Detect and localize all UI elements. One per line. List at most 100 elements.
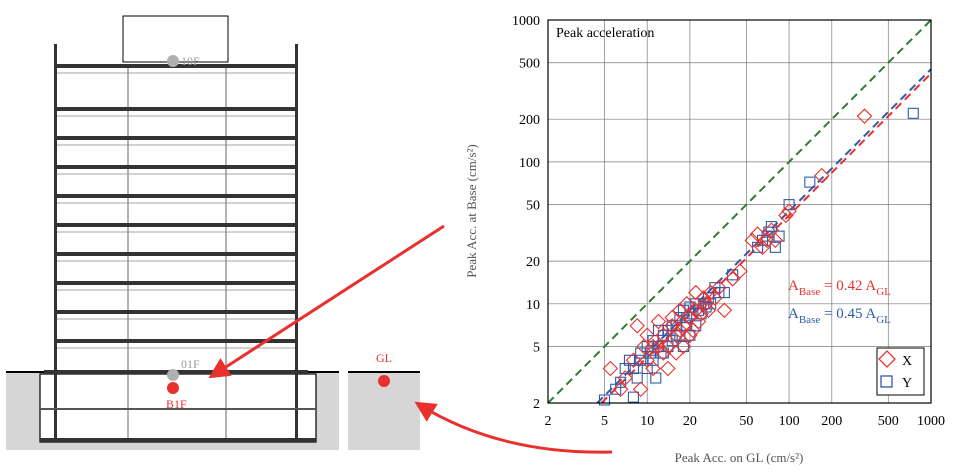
x-tick-label: 2 (545, 414, 552, 429)
data-point-x (778, 207, 794, 224)
arrow-to-b1f (208, 224, 445, 379)
building-section-drawing: 10F 01F B1F GL (6, 15, 613, 454)
data-point-y (804, 176, 816, 188)
data-point-y (615, 376, 627, 388)
data-point-x (711, 279, 727, 296)
data-point-x (682, 327, 698, 344)
x-tick-label: 200 (821, 414, 842, 429)
data-point-x (754, 239, 771, 256)
label-01f: 01F (181, 357, 200, 371)
plot-area (548, 20, 931, 403)
y-tick-label: 1000 (512, 14, 540, 29)
label-10f: 10F (181, 54, 200, 68)
data-point-x (664, 309, 680, 326)
y-tick-label: 200 (519, 113, 540, 128)
data-point-y (677, 340, 689, 353)
label-b1f: B1F (166, 397, 187, 411)
floor-slab (54, 281, 298, 285)
data-point-x (814, 167, 830, 184)
data-point-x (781, 203, 797, 219)
floor-slab (54, 252, 298, 256)
floor-slab (54, 194, 298, 198)
legend-marker-x (878, 350, 896, 368)
sensor-10f (167, 55, 179, 67)
column-left (54, 44, 57, 442)
floor-slab (54, 339, 298, 343)
data-point-x (749, 226, 766, 242)
data-point-x (693, 306, 709, 322)
data-point-x (700, 302, 717, 319)
plot-frame (547, 19, 932, 404)
x-axis-label: Peak Acc. on GL (cm/s²) (675, 450, 804, 465)
data-point-x (629, 318, 645, 334)
data-point-x (732, 263, 748, 279)
data-point-y (635, 354, 647, 366)
x-tick-label: 5 (601, 414, 608, 429)
y-tick-label: 100 (519, 156, 540, 171)
data-point-x (767, 232, 784, 249)
y-tick-labels: 2 5 10 20 50 100 200 500 1000 (512, 14, 540, 412)
data-point-x (675, 338, 692, 355)
data-point-y (718, 287, 730, 299)
y-tick-label: 20 (526, 255, 540, 270)
data-point-y (727, 269, 739, 281)
sensor-b1f (167, 382, 179, 394)
x-tick-labels: 2 5 10 20 50 100 200 500 1000 (545, 414, 946, 429)
y-tick-label: 50 (526, 199, 540, 214)
floor-slab (54, 223, 298, 227)
data-point-x (672, 322, 688, 339)
data-point-x (724, 271, 741, 287)
data-point-x (744, 232, 761, 249)
y-tick-label: 500 (519, 57, 540, 72)
data-point-x (759, 232, 775, 249)
sensor-gl (378, 375, 390, 387)
column-right (295, 44, 298, 442)
data-point-x (655, 327, 672, 344)
floor-slab (54, 165, 298, 169)
data-point-x (639, 327, 655, 344)
data-point-y (773, 230, 785, 242)
data-point-x (668, 327, 684, 344)
data-point-y (598, 394, 611, 406)
legend: X Y (876, 347, 925, 396)
y-tick-label: 2 (533, 397, 540, 412)
y-tick-label: 5 (533, 341, 540, 356)
floor-slab (54, 136, 298, 140)
series-x-points (602, 108, 873, 398)
label-gl: GL (376, 351, 392, 365)
y-tick-label: 10 (526, 298, 540, 313)
x-tick-label: 10 (640, 414, 654, 429)
data-point-x (716, 302, 733, 319)
data-point-y (783, 199, 795, 211)
legend-marker-y (880, 375, 893, 388)
data-point-x (856, 108, 873, 124)
data-point-x (702, 284, 719, 301)
data-point-x (660, 338, 676, 355)
data-point-y (765, 221, 777, 233)
legend-label-y: Y (902, 376, 912, 391)
equation-y: ABase = 0.45 AGL (788, 306, 891, 326)
data-point-y (647, 354, 659, 366)
penthouse (122, 15, 229, 63)
data-point-y (627, 391, 639, 403)
data-point-x (695, 290, 712, 306)
data-point-x (707, 290, 723, 306)
x-tick-label: 20 (683, 414, 697, 429)
data-point-x (682, 309, 698, 326)
x-tick-label: 500 (878, 414, 899, 429)
data-point-x (645, 360, 661, 377)
x-tick-label: 100 (779, 414, 800, 429)
arrow-to-gl (414, 401, 613, 454)
data-point-x (678, 296, 695, 312)
data-point-x (650, 313, 667, 330)
data-point-x (612, 381, 629, 398)
basement-slab (40, 408, 316, 410)
data-point-x (645, 338, 661, 355)
y-axis-label: Peak Acc. at Base (cm/s²) (464, 144, 479, 278)
data-point-y (769, 241, 781, 253)
legend-box (876, 347, 925, 396)
sensor-01f (167, 369, 179, 381)
data-point-y (907, 107, 919, 119)
floor-slab (54, 107, 298, 111)
